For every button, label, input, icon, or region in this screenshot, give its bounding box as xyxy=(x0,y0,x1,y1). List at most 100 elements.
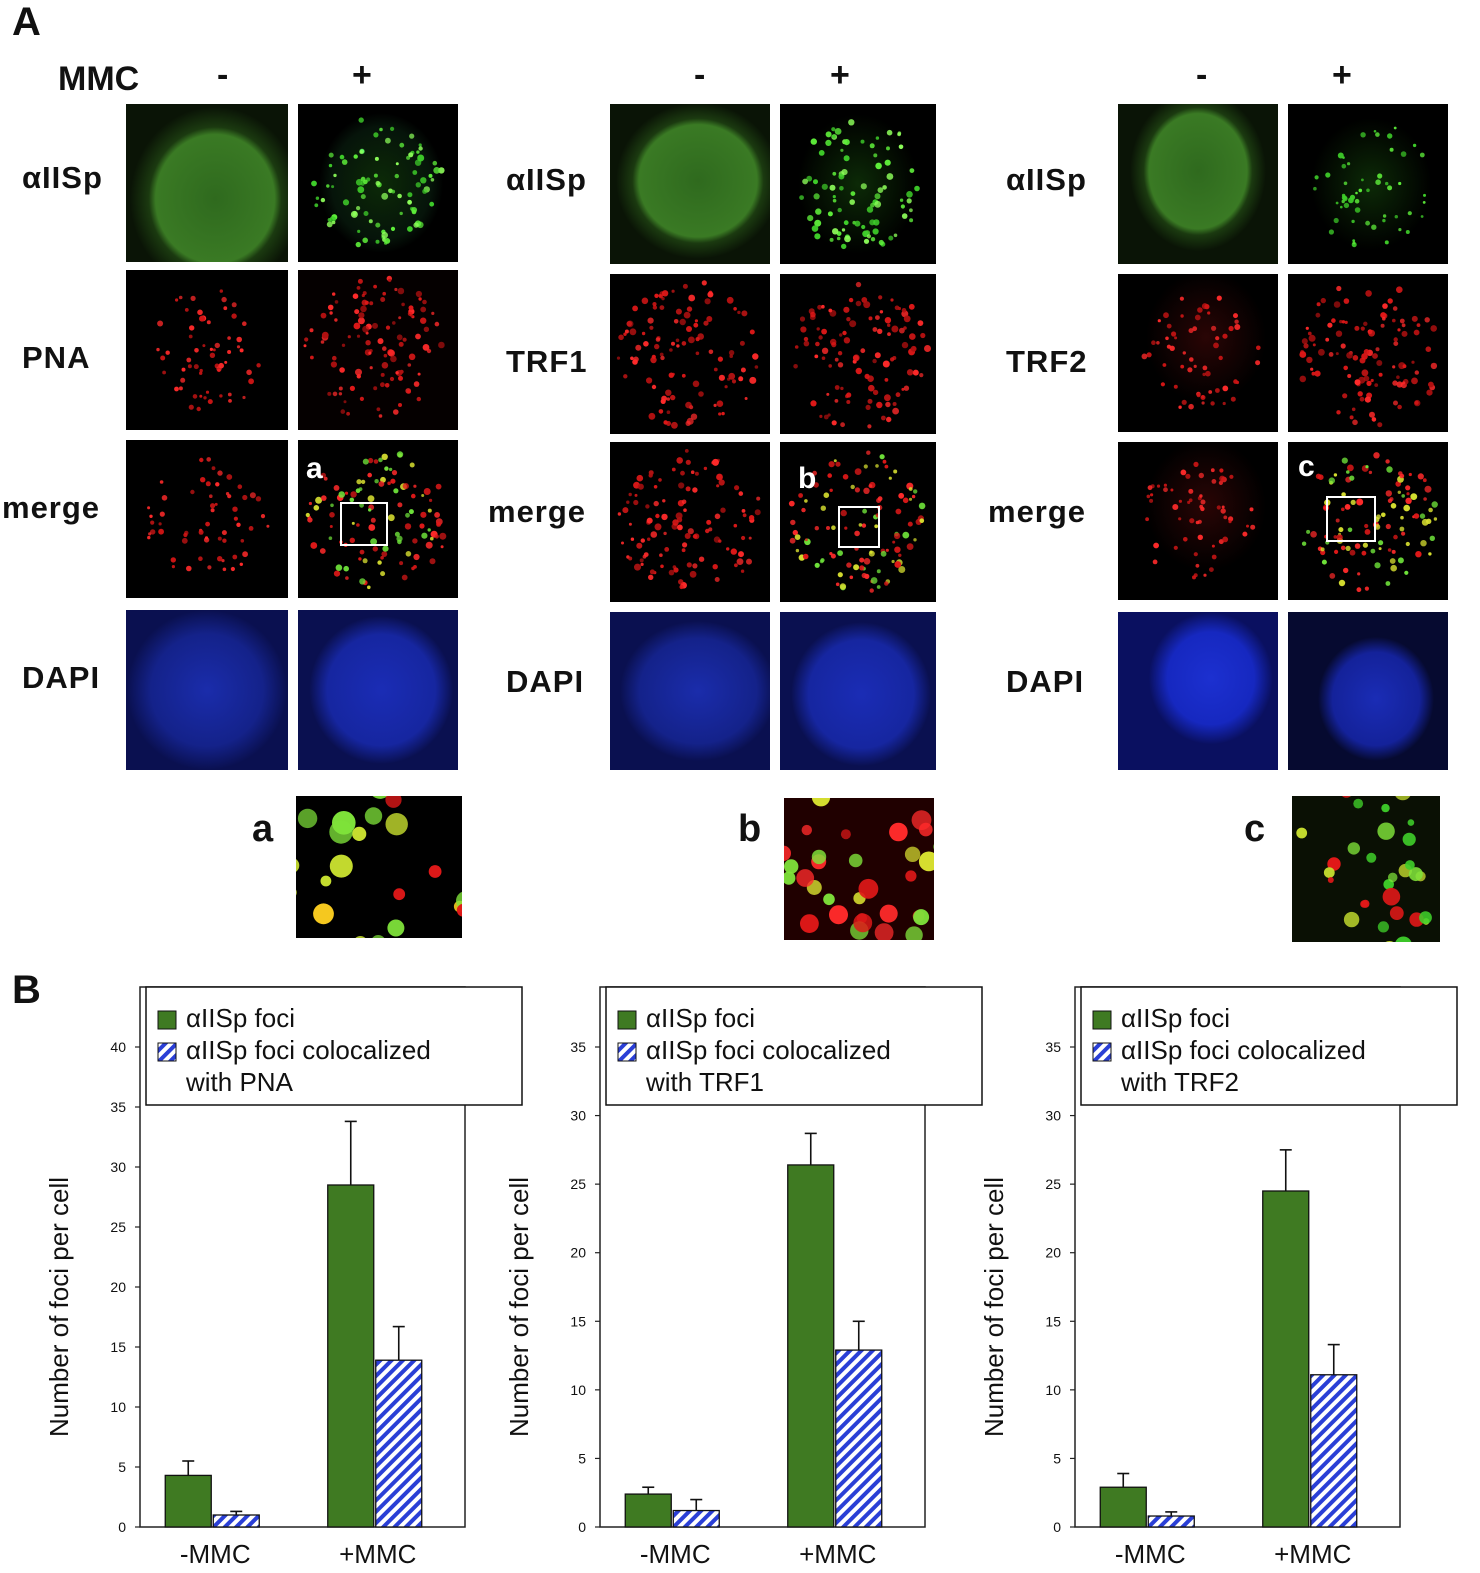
focus-dot xyxy=(839,186,844,191)
focus-dot xyxy=(875,464,879,468)
focus-dot xyxy=(651,384,657,390)
focus-dot xyxy=(908,303,915,310)
focus-dot xyxy=(221,296,227,303)
focus-dot xyxy=(728,350,735,356)
focus-dot xyxy=(831,420,837,426)
focus-dot xyxy=(650,356,657,364)
legend-label-3: with PNA xyxy=(185,1067,294,1097)
focus-dot xyxy=(411,207,418,213)
focus-dot xyxy=(668,569,675,576)
focus-dot xyxy=(266,524,270,528)
focus-dot xyxy=(877,328,883,334)
focus-dot xyxy=(1320,547,1325,552)
focus-dot xyxy=(626,320,634,328)
focus-dot xyxy=(200,477,206,483)
focus-dot xyxy=(1163,483,1167,487)
focus-dot xyxy=(378,414,383,418)
focus-dot xyxy=(688,294,696,302)
focus-dot xyxy=(899,198,904,202)
focus-dot xyxy=(1364,529,1371,535)
focus-dot xyxy=(1361,369,1369,377)
focus-dot xyxy=(850,484,855,490)
focus-dot xyxy=(832,195,836,199)
focus-dot xyxy=(398,341,404,347)
bar-colocalized-foci xyxy=(375,1359,423,1528)
focus-dot xyxy=(718,479,725,486)
focus-dot xyxy=(1306,529,1311,534)
focus-dot xyxy=(868,484,873,488)
focus-dot xyxy=(1352,419,1358,426)
focus-dot xyxy=(854,220,861,227)
focus-dot xyxy=(391,189,396,194)
focus-dot xyxy=(875,136,880,140)
focus-dot xyxy=(1145,517,1149,522)
focus-dot xyxy=(411,493,416,499)
focus-dot xyxy=(1399,526,1405,532)
focus-dot xyxy=(1365,220,1370,226)
focus-dot xyxy=(818,335,823,340)
focus-dot xyxy=(718,374,725,381)
focus-dot xyxy=(425,541,433,549)
focus-dot xyxy=(666,410,671,414)
focus-dot xyxy=(188,334,193,339)
focus-dot xyxy=(1393,534,1398,540)
focus-dot xyxy=(1189,357,1194,362)
focus-dot xyxy=(1180,469,1187,476)
focus-dot xyxy=(1187,500,1191,504)
focus-dot xyxy=(849,575,854,580)
focus-dot xyxy=(814,233,821,240)
focus-dot xyxy=(1371,224,1377,230)
focus-dot xyxy=(362,558,368,564)
focus-dot xyxy=(628,492,632,497)
focus-dot xyxy=(1305,326,1309,330)
focus-dot xyxy=(1343,202,1350,209)
focus-dot xyxy=(837,550,843,556)
focus-dot xyxy=(150,529,156,535)
focus-dot xyxy=(1401,531,1406,536)
focus-dot xyxy=(874,352,881,359)
focus-dot xyxy=(181,537,188,544)
focus-dot xyxy=(882,185,887,190)
focus-dot xyxy=(1197,534,1203,540)
focus-dot xyxy=(1403,504,1410,512)
focus-dot xyxy=(1430,362,1438,370)
focus-dot xyxy=(867,398,873,404)
focus-dot xyxy=(1336,534,1343,541)
focus-dot xyxy=(344,491,349,495)
focus-dot xyxy=(1415,551,1422,558)
focus-dot xyxy=(1424,485,1432,493)
focus-dot xyxy=(713,367,718,372)
focus-dot xyxy=(671,421,678,429)
focus-dot xyxy=(1193,461,1199,467)
y-axis-label: Number of foci per cell xyxy=(979,1177,1009,1437)
focus-dot xyxy=(863,301,871,309)
focus-dot xyxy=(864,373,870,379)
focus-dot xyxy=(701,280,707,286)
focus-dot xyxy=(207,565,212,570)
focus-dot xyxy=(823,893,835,906)
focus-dot xyxy=(398,375,403,381)
focus-dot xyxy=(198,529,204,535)
focus-dot xyxy=(307,517,313,523)
focus-dot xyxy=(228,399,232,403)
focus-dot xyxy=(714,513,721,520)
mmc-minus-2: - xyxy=(694,56,706,94)
focus-dot xyxy=(676,344,680,348)
focus-dot xyxy=(859,565,865,571)
focus-dot xyxy=(398,316,402,320)
focus-dot xyxy=(203,537,210,543)
focus-dot xyxy=(161,495,168,501)
focus-dot xyxy=(882,459,887,464)
focus-dot xyxy=(420,511,427,518)
focus-dot xyxy=(349,537,355,543)
focus-dot xyxy=(1368,470,1373,475)
y-tick-label: 25 xyxy=(1045,1176,1061,1192)
focus-dot xyxy=(811,849,827,865)
focus-dot xyxy=(840,509,847,517)
focus-dot xyxy=(1431,501,1438,508)
focus-dot xyxy=(194,348,199,353)
focus-dot xyxy=(1373,130,1377,133)
focus-dot xyxy=(909,208,913,213)
focus-dot xyxy=(1382,303,1388,309)
focus-dot xyxy=(841,243,847,250)
